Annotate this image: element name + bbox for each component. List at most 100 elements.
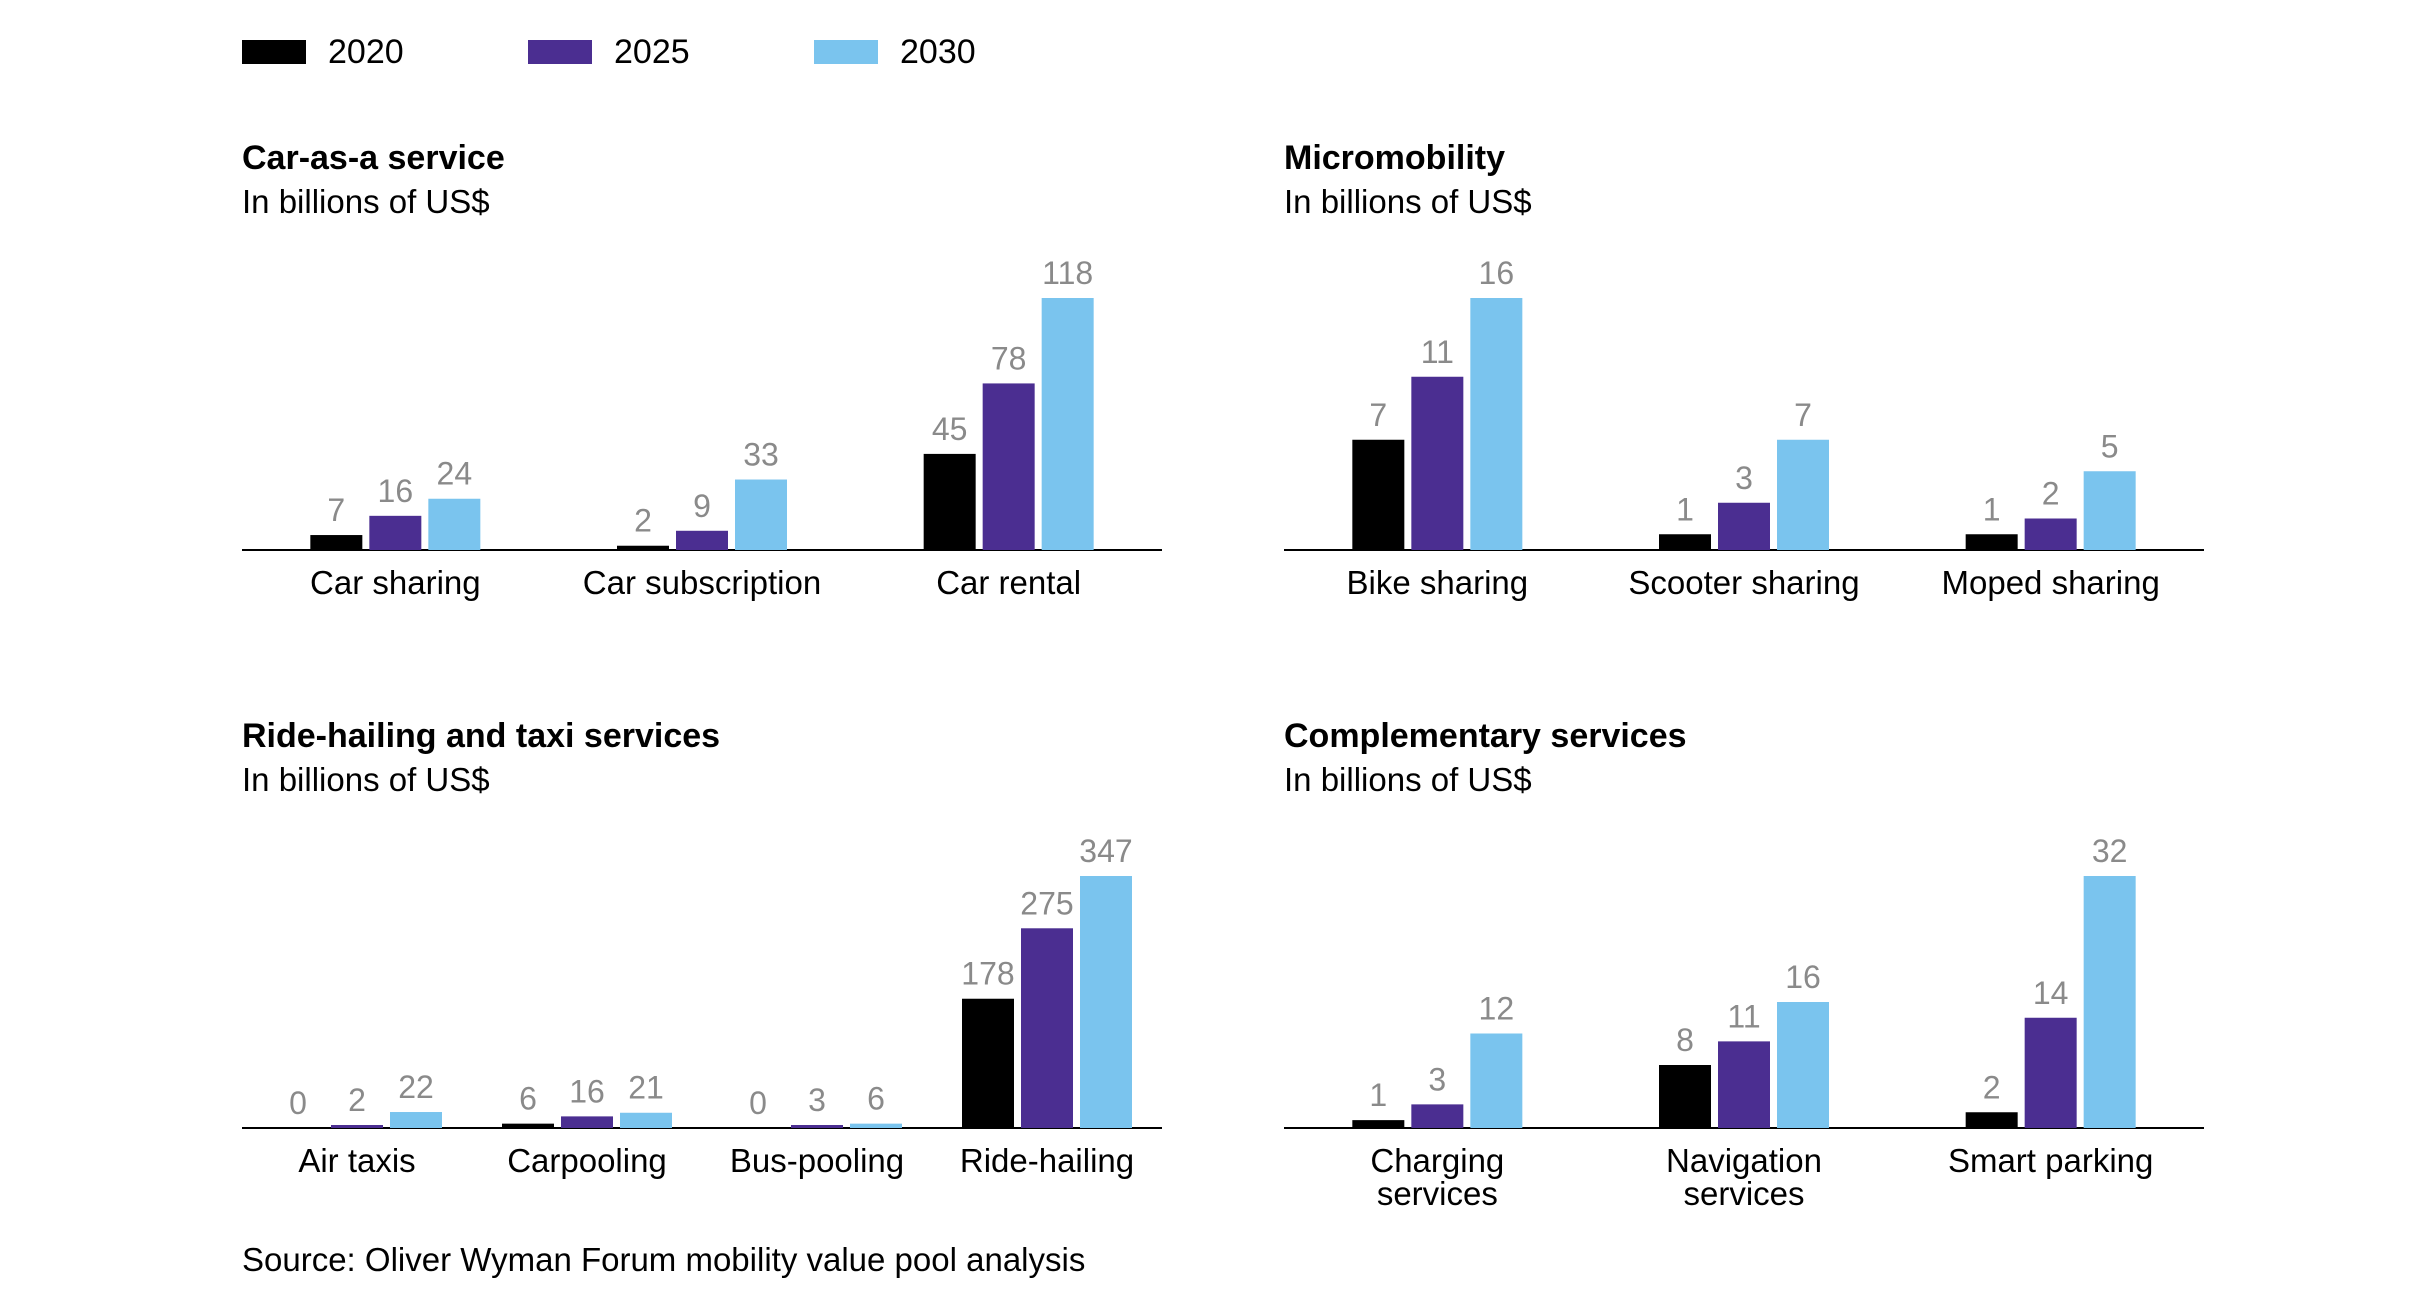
value-label-carpooling-2025: 16 xyxy=(569,1073,605,1109)
source-note: Source: Oliver Wyman Forum mobility valu… xyxy=(242,1241,1086,1278)
legend-swatch-2020 xyxy=(242,40,306,64)
value-label-carpooling-2020: 6 xyxy=(519,1081,537,1117)
bar-air-taxis-2030 xyxy=(390,1112,442,1128)
bar-carpooling-2025 xyxy=(561,1116,613,1128)
bar-navigation-services-2025 xyxy=(1718,1041,1770,1128)
category-label-car-subscription: Car subscription xyxy=(583,564,821,601)
value-label-navigation-services-2030: 16 xyxy=(1785,959,1821,995)
bar-car-rental-2020 xyxy=(923,453,976,550)
value-label-car-subscription-2030: 33 xyxy=(743,437,779,473)
bar-bike-sharing-2030 xyxy=(1470,298,1523,550)
value-label-bus-pooling-2030: 6 xyxy=(867,1081,885,1117)
bar-car-rental-2030 xyxy=(1041,298,1094,550)
value-label-carpooling-2030: 21 xyxy=(628,1070,664,1106)
value-label-bus-pooling-2020: 0 xyxy=(749,1085,767,1121)
category-label-ride-hailing: Ride-hailing xyxy=(960,1142,1134,1179)
bar-car-rental-2025 xyxy=(982,383,1035,550)
panel-title: Car-as-a service xyxy=(242,139,505,177)
panel-subtitle: In billions of US$ xyxy=(1284,183,1532,220)
bar-moped-sharing-2020 xyxy=(1965,534,2018,550)
bar-ride-hailing-2025 xyxy=(1021,928,1073,1128)
panel-subtitle: In billions of US$ xyxy=(242,183,490,220)
bar-navigation-services-2020 xyxy=(1659,1065,1711,1128)
bar-bus-pooling-2025 xyxy=(791,1125,843,1128)
bar-charging-services-2030 xyxy=(1470,1033,1523,1128)
panel-title: Complementary services xyxy=(1284,717,1687,755)
bar-scooter-sharing-2020 xyxy=(1659,534,1711,550)
value-label-scooter-sharing-2025: 3 xyxy=(1735,460,1753,496)
category-label-smart-parking: Smart parking xyxy=(1948,1142,2153,1179)
bar-car-subscription-2025 xyxy=(676,530,728,550)
panel-complementary-services: Complementary services In billions of US… xyxy=(1284,716,2204,1256)
bar-charging-services-2025 xyxy=(1411,1104,1464,1128)
value-label-car-rental-2025: 78 xyxy=(991,340,1027,376)
value-label-moped-sharing-2030: 5 xyxy=(2101,428,2119,464)
value-label-scooter-sharing-2020: 1 xyxy=(1676,491,1694,527)
value-label-air-taxis-2025: 2 xyxy=(348,1082,366,1118)
category-label-bike-sharing: Bike sharing xyxy=(1347,564,1529,601)
bar-bike-sharing-2025 xyxy=(1411,376,1464,550)
bar-moped-sharing-2025 xyxy=(2024,518,2077,550)
category-label-bus-pooling: Bus-pooling xyxy=(730,1142,904,1179)
value-label-car-subscription-2020: 2 xyxy=(634,503,652,539)
bar-car-sharing-2030 xyxy=(428,498,481,550)
category-label-scooter-sharing: Scooter sharing xyxy=(1628,564,1859,601)
value-label-air-taxis-2020: 0 xyxy=(289,1085,307,1121)
panel-subtitle: In billions of US$ xyxy=(242,761,490,798)
value-label-moped-sharing-2020: 1 xyxy=(1983,491,2001,527)
bar-scooter-sharing-2030 xyxy=(1777,439,1829,550)
panel-car-as-a-service: Car-as-a service In billions of US$ 7 16 2… xyxy=(242,138,1162,678)
value-label-bike-sharing-2025: 11 xyxy=(1421,334,1454,370)
bar-carpooling-2030 xyxy=(620,1112,672,1128)
panel-ride-hailing-and-taxi: Ride-hailing and taxi services In billio… xyxy=(242,716,1162,1256)
value-label-bike-sharing-2020: 7 xyxy=(1369,397,1387,433)
value-label-air-taxis-2030: 22 xyxy=(398,1069,434,1105)
value-label-charging-services-2030: 12 xyxy=(1479,991,1515,1027)
value-label-car-rental-2030: 118 xyxy=(1042,255,1093,291)
value-label-bus-pooling-2025: 3 xyxy=(808,1082,826,1118)
panel-title: Ride-hailing and taxi services xyxy=(242,717,721,755)
value-label-ride-hailing-2020: 178 xyxy=(961,956,1014,992)
value-label-ride-hailing-2025: 275 xyxy=(1020,885,1073,921)
value-label-car-sharing-2020: 7 xyxy=(327,492,345,528)
value-label-scooter-sharing-2030: 7 xyxy=(1794,397,1812,433)
bar-car-sharing-2025 xyxy=(369,515,422,550)
bar-air-taxis-2025 xyxy=(331,1125,383,1128)
legend-label-2020: 2020 xyxy=(328,33,404,71)
bar-ride-hailing-2020 xyxy=(962,998,1014,1128)
value-label-bike-sharing-2030: 16 xyxy=(1479,255,1515,291)
bar-car-sharing-2020 xyxy=(310,535,363,550)
legend-label-2030: 2030 xyxy=(900,33,976,71)
value-label-moped-sharing-2025: 2 xyxy=(2042,476,2060,512)
legend-swatch-2030 xyxy=(814,40,878,64)
chart-car-as-a-service: 7 16 24 Car sharing 2 9 33 Car subscription 45 78… xyxy=(242,255,1162,601)
bar-navigation-services-2030 xyxy=(1777,1002,1829,1128)
legend-label-2025: 2025 xyxy=(614,33,690,71)
value-label-smart-parking-2025: 14 xyxy=(2033,975,2069,1011)
panel-subtitle: In billions of US$ xyxy=(1284,761,1532,798)
value-label-charging-services-2025: 3 xyxy=(1428,1061,1446,1097)
value-label-navigation-services-2020: 8 xyxy=(1676,1022,1694,1058)
bar-carpooling-2020 xyxy=(502,1123,554,1128)
bar-car-subscription-2030 xyxy=(735,479,787,550)
bar-bus-pooling-2030 xyxy=(850,1123,902,1128)
bar-moped-sharing-2030 xyxy=(2083,471,2136,550)
panel-micromobility: Micromobility In billions of US$ 7 11 16 Bi… xyxy=(1284,138,2204,678)
bar-charging-services-2020 xyxy=(1352,1120,1405,1128)
value-label-smart-parking-2020: 2 xyxy=(1983,1069,2001,1105)
value-label-navigation-services-2025: 11 xyxy=(1727,998,1760,1034)
value-label-car-sharing-2030: 24 xyxy=(437,456,473,492)
value-label-smart-parking-2030: 32 xyxy=(2092,833,2128,869)
category-label-car-sharing: Car sharing xyxy=(310,564,481,601)
bar-smart-parking-2030 xyxy=(2083,876,2136,1128)
legend-swatch-2025 xyxy=(528,40,592,64)
category-label-navigation-services: Navigation services xyxy=(1666,1142,1822,1212)
value-label-car-subscription-2025: 9 xyxy=(693,488,711,524)
category-label-car-rental: Car rental xyxy=(936,564,1081,601)
value-label-car-sharing-2025: 16 xyxy=(378,473,414,509)
bar-scooter-sharing-2025 xyxy=(1718,502,1770,550)
category-label-moped-sharing: Moped sharing xyxy=(1942,564,2160,601)
panel-title: Micromobility xyxy=(1284,139,1506,177)
chart-micromobility: 7 11 16 Bike sharing 1 3 7 Scooter sharing 1 2 5 Mo… xyxy=(1284,255,2204,601)
